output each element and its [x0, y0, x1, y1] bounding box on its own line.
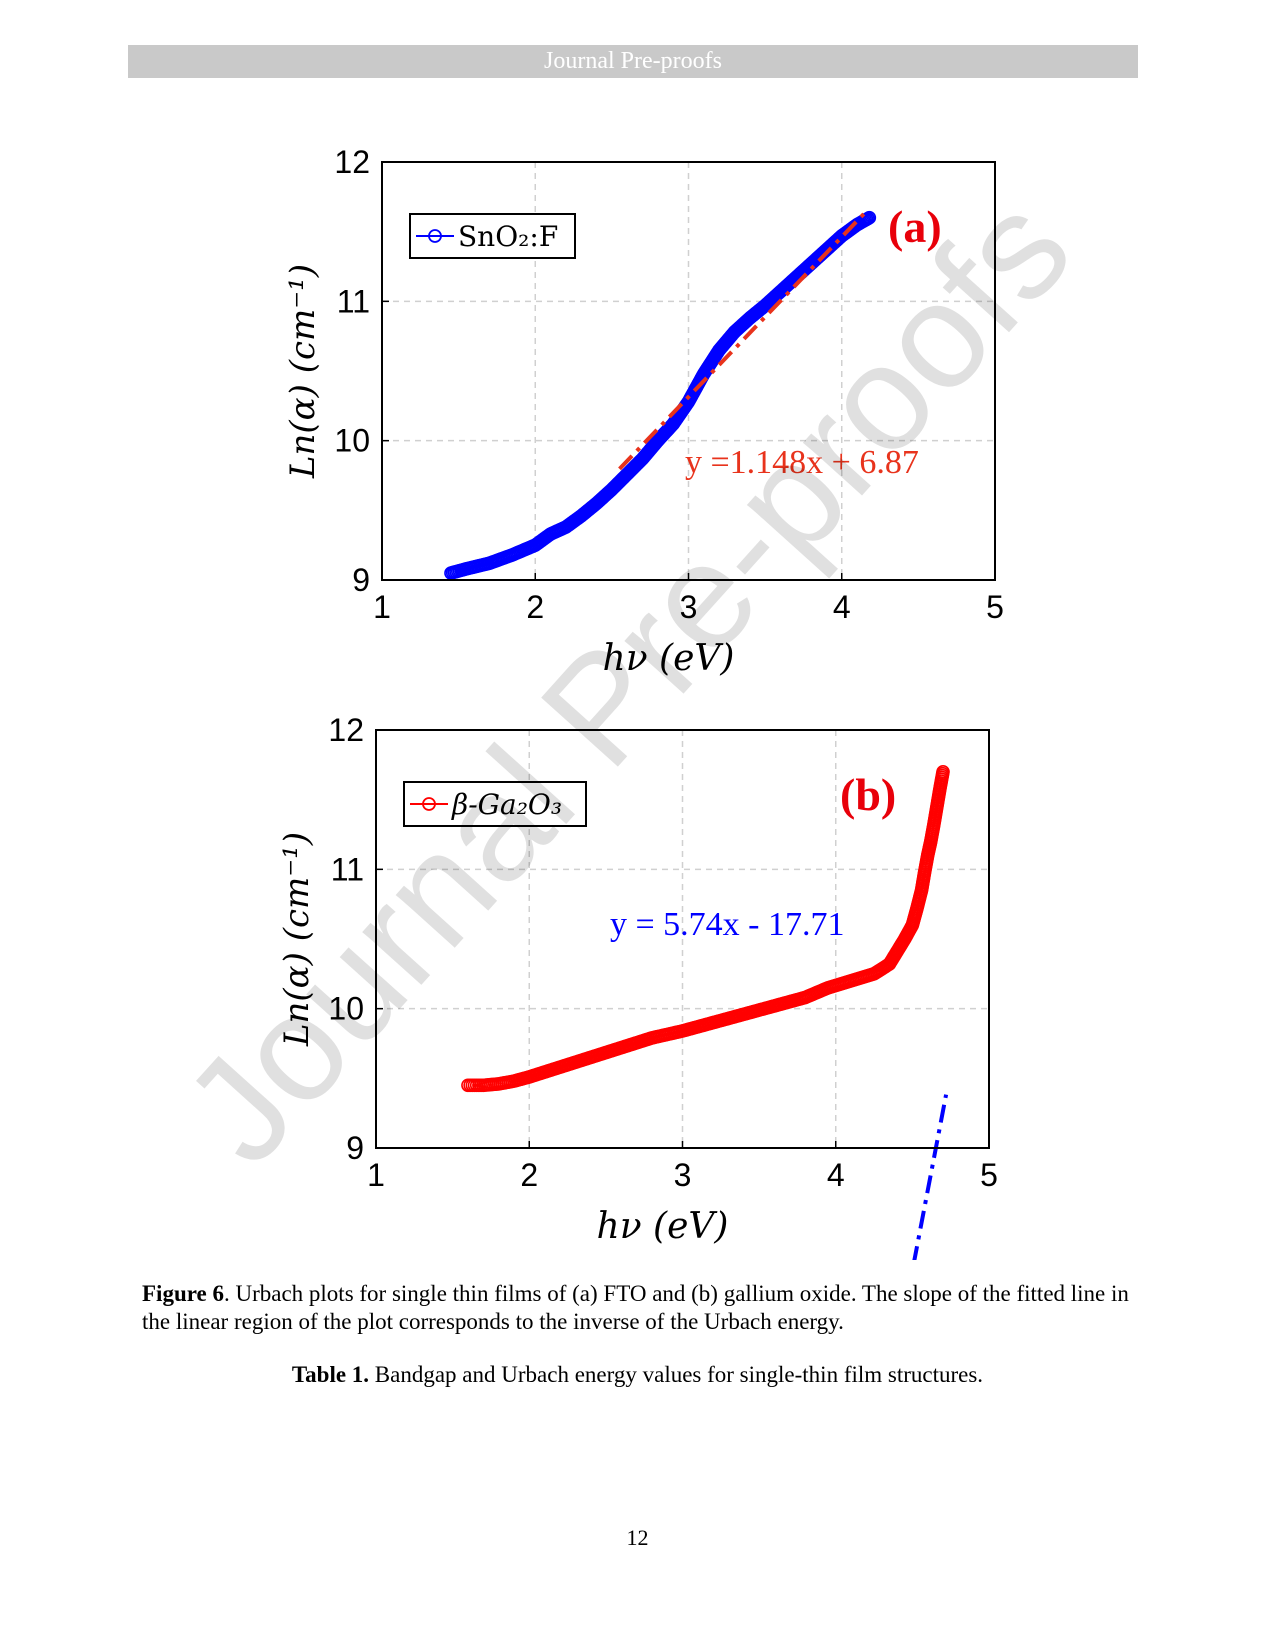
- y-tick-label: 9: [352, 562, 370, 598]
- x-axis-label: hν (eV): [597, 1206, 729, 1247]
- fit-line: [618, 211, 867, 471]
- x-tick-label: 4: [833, 589, 851, 625]
- legend-label: β-Ga₂O₃: [451, 788, 562, 821]
- x-tick-label: 2: [526, 589, 544, 625]
- y-tick-label: 11: [337, 283, 370, 319]
- page-number: 12: [626, 1525, 649, 1550]
- table-caption: Table 1. Bandgap and Urbach energy value…: [0, 1362, 1275, 1388]
- y-axis-label: Ln(α) (cm⁻¹): [277, 832, 317, 1047]
- figure-caption-text: . Urbach plots for single thin films of …: [142, 1281, 1129, 1334]
- panel-label: (b): [840, 769, 896, 820]
- x-tick-label: 5: [980, 1157, 998, 1193]
- journal-header-title: Journal Pre-proofs: [544, 48, 722, 74]
- x-tick-label: 2: [520, 1157, 538, 1193]
- y-tick-label: 9: [346, 1130, 364, 1166]
- x-tick-label: 3: [680, 589, 698, 625]
- y-axis-label: Ln(α) (cm⁻¹): [283, 264, 323, 479]
- figure-caption: Figure 6. Urbach plots for single thin f…: [142, 1280, 1142, 1336]
- x-tick-label: 3: [674, 1157, 692, 1193]
- journal-header-bar: Journal Pre-proofs: [128, 45, 1138, 78]
- x-tick-label: 1: [367, 1157, 385, 1193]
- legend-label: SnO₂:F: [458, 220, 558, 253]
- x-axis-label: hν (eV): [603, 638, 735, 679]
- y-tick-label: 11: [331, 851, 364, 887]
- panel-label: (a): [888, 201, 942, 252]
- legend-marker: [422, 797, 436, 811]
- x-tick-label: 5: [986, 589, 1004, 625]
- data-point: [936, 765, 950, 779]
- data-point: [862, 210, 877, 225]
- table-caption-label: Table 1.: [291, 1362, 370, 1387]
- fit-equation-label: y =1.148x + 6.87: [685, 444, 919, 481]
- fit-line: [912, 1094, 949, 1260]
- x-tick-label: 4: [827, 1157, 845, 1193]
- x-tick-label: 1: [373, 589, 391, 625]
- y-tick-label: 10: [334, 423, 370, 459]
- y-tick-label: 10: [328, 991, 364, 1027]
- y-tick-label: 12: [334, 144, 370, 180]
- figure-caption-label: Figure 6: [142, 1281, 224, 1306]
- fit-equation-label: y = 5.74x - 17.71: [610, 906, 845, 943]
- table-caption-text: Bandgap and Urbach energy values for sin…: [369, 1362, 984, 1387]
- legend-marker: [428, 229, 442, 243]
- y-tick-label: 12: [328, 712, 364, 748]
